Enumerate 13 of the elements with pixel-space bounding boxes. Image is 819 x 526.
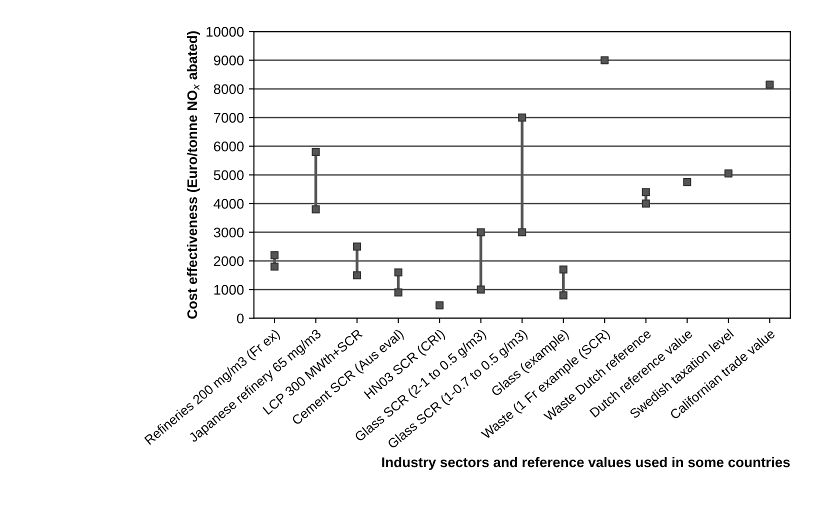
y-tick-label: 5000	[214, 170, 244, 180]
y-tick-label: 10000	[206, 26, 244, 37]
y-tick-label: 4000	[214, 198, 244, 209]
y-tick-label: 3000	[214, 228, 244, 238]
y-tick-label: 9000	[214, 56, 244, 66]
y-tick-label: 1000	[214, 284, 244, 295]
y-tick-label: 6000	[214, 142, 244, 152]
y-axis-title: Cost effectiveness (Euro/tonne NO$_{x}$ abated)	[186, 31, 200, 319]
y-tick-label: 8000	[214, 84, 244, 94]
y-tick-label: 0	[236, 314, 244, 324]
x-axis-title: Industry sectors and reference values used in some countries	[382, 456, 790, 470]
y-tick-label: 2000	[214, 256, 244, 266]
y-tick-label: 7000	[214, 112, 244, 123]
